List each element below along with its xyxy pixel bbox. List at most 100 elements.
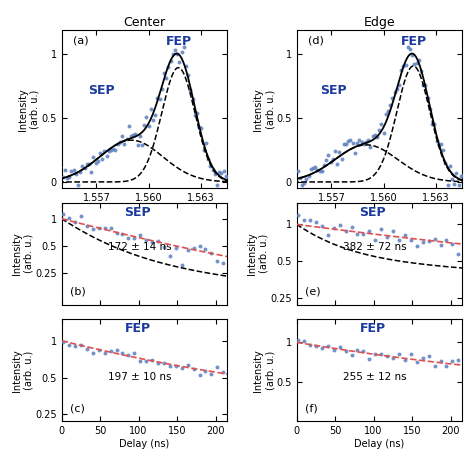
Point <box>302 176 310 183</box>
Point <box>71 343 79 350</box>
Point <box>306 216 314 224</box>
Point <box>365 227 373 235</box>
X-axis label: Delay (ns): Delay (ns) <box>354 439 404 449</box>
Point <box>202 246 210 253</box>
Point <box>346 137 354 144</box>
Point <box>113 229 120 237</box>
Point <box>220 168 228 175</box>
Point <box>443 236 450 244</box>
Text: (b): (b) <box>70 286 86 297</box>
Point <box>219 259 227 267</box>
Point <box>171 46 179 54</box>
Point <box>148 357 156 364</box>
Point <box>428 120 436 128</box>
Point <box>65 214 73 222</box>
Point <box>360 140 367 148</box>
Y-axis label: Intensity
(arb. u.): Intensity (arb. u.) <box>254 88 275 131</box>
Text: SEP: SEP <box>320 84 346 96</box>
Point <box>301 179 308 186</box>
Text: 172 ± 14 ns: 172 ± 14 ns <box>108 241 172 252</box>
Point <box>189 95 196 102</box>
Point <box>94 157 101 165</box>
Point <box>340 140 347 148</box>
Point <box>455 181 462 188</box>
Point <box>56 163 64 171</box>
Point <box>95 225 102 232</box>
Point <box>187 86 194 93</box>
Point <box>391 88 398 96</box>
Point <box>305 173 312 180</box>
Point <box>389 94 396 102</box>
Point <box>164 64 172 71</box>
Point <box>365 136 372 144</box>
Point <box>130 234 138 241</box>
Point <box>294 336 302 344</box>
Point <box>292 177 299 184</box>
Point <box>371 132 379 139</box>
Point <box>193 110 201 117</box>
Point <box>349 139 356 147</box>
Point <box>336 221 344 229</box>
Point <box>202 367 210 375</box>
Point <box>137 358 144 365</box>
Point <box>103 153 110 160</box>
Point <box>400 62 407 70</box>
Point <box>330 346 337 354</box>
Point <box>316 168 323 175</box>
Point <box>68 167 75 175</box>
Point <box>142 358 150 365</box>
Point <box>160 359 168 366</box>
Point <box>431 235 438 243</box>
Point <box>178 364 185 372</box>
Point <box>318 222 326 229</box>
Point <box>87 168 95 176</box>
Point <box>136 132 144 139</box>
Point <box>142 236 150 243</box>
Point <box>81 164 88 172</box>
Point <box>373 134 381 141</box>
Point <box>389 355 397 362</box>
Point <box>123 136 130 143</box>
Point <box>219 368 227 376</box>
Y-axis label: Intensity
(arb. u.): Intensity (arb. u.) <box>12 349 34 392</box>
Point <box>393 85 401 92</box>
Point <box>156 95 164 102</box>
Point <box>90 153 97 161</box>
Point <box>167 58 174 65</box>
Title: Edge: Edge <box>364 16 395 29</box>
Point <box>107 224 114 232</box>
Point <box>362 139 370 146</box>
Point <box>130 350 138 357</box>
Point <box>112 146 119 154</box>
Point <box>118 349 126 357</box>
Point <box>424 94 431 102</box>
Point <box>448 358 456 365</box>
Point <box>218 169 225 176</box>
Point <box>125 234 132 242</box>
Point <box>459 171 467 179</box>
Point <box>61 166 69 174</box>
Point <box>114 140 121 148</box>
Point <box>228 176 236 184</box>
Point <box>404 43 411 51</box>
Point <box>134 142 141 149</box>
Text: 255 ± 12 ns: 255 ± 12 ns <box>343 372 407 382</box>
Point <box>324 231 332 239</box>
Point <box>413 242 420 250</box>
Point <box>125 351 132 358</box>
Point <box>301 337 308 345</box>
Point <box>422 82 429 89</box>
Text: FEP: FEP <box>401 35 427 48</box>
Point <box>89 349 97 357</box>
Point <box>224 173 232 180</box>
Point <box>358 138 365 146</box>
Point <box>184 246 191 254</box>
Point <box>166 362 173 369</box>
Point <box>294 167 301 174</box>
Point <box>83 345 91 353</box>
Point <box>59 211 67 218</box>
Point <box>214 257 221 265</box>
Point <box>100 148 108 155</box>
Point <box>298 181 306 188</box>
Point <box>433 138 440 145</box>
